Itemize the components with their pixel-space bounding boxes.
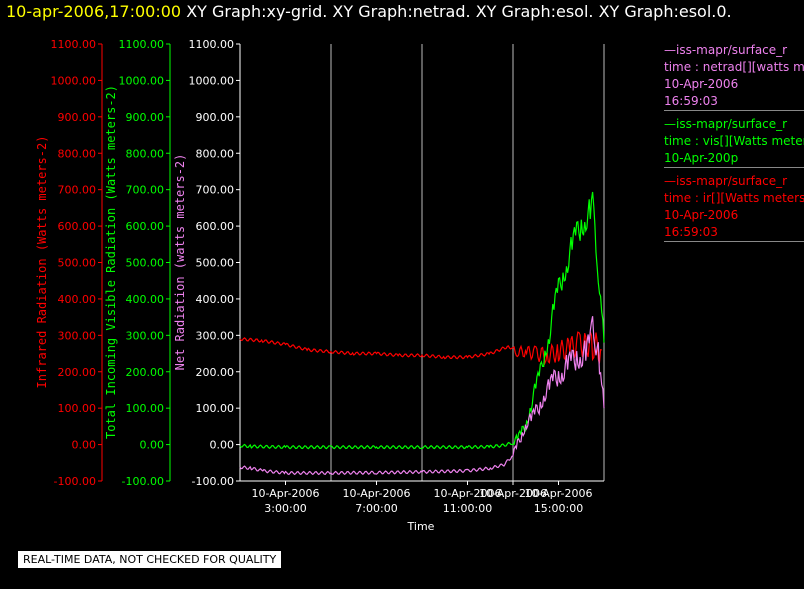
y-axis-title: Net Radiation (watts meters-2)	[173, 154, 187, 371]
y-tick-label: 400.00	[126, 293, 165, 306]
header-bar: 10-apr-2006,17:00:00 XY Graph:xy-grid. X…	[6, 2, 732, 21]
y-tick-label: 600.00	[58, 220, 97, 233]
graph-title-3: XY Graph:esol.	[475, 2, 594, 21]
y-tick-label: 1100.00	[51, 38, 97, 51]
y-tick-label: -100.00	[192, 475, 234, 488]
y-tick-label: 1000.00	[51, 74, 97, 87]
timestamp: 10-apr-2006,17:00:00	[6, 2, 182, 21]
series-vis-line	[239, 191, 605, 450]
x-tick-date: 10-Apr-2006	[433, 487, 501, 500]
y-tick-label: 0.00	[72, 439, 97, 452]
y-tick-label: 100.00	[196, 402, 235, 415]
y-tick-label: 100.00	[58, 402, 97, 415]
y-tick-label: 700.00	[58, 184, 97, 197]
y-tick-label: 600.00	[126, 220, 165, 233]
y-tick-label: 0.00	[140, 439, 165, 452]
y-tick-label: 1100.00	[119, 38, 165, 51]
legend-line: 16:59:03	[664, 225, 718, 239]
graph-title-4: XY Graph:esol.0.	[598, 2, 732, 21]
x-tick-time: 3:00:00	[264, 502, 306, 515]
y-tick-label: 500.00	[196, 257, 235, 270]
y-tick-label: 800.00	[126, 147, 165, 160]
legend-line: —iss-mapr/surface_r	[664, 174, 788, 188]
legend-line: 16:59:03	[664, 94, 718, 108]
y-tick-label: 500.00	[58, 257, 97, 270]
legend-line: —iss-mapr/surface_r	[664, 43, 788, 57]
x-tick-date: 10-Apr-2006	[524, 487, 592, 500]
y-tick-label: 300.00	[196, 329, 235, 342]
quality-notice: REAL-TIME DATA, NOT CHECKED FOR QUALITY	[18, 551, 282, 568]
y-tick-label: -100.00	[122, 475, 164, 488]
x-tick-date: 10-Apr-2006	[479, 487, 547, 500]
y-tick-label: 900.00	[58, 111, 97, 124]
y-tick-label: 0.00	[210, 439, 235, 452]
y-tick-label: 600.00	[196, 220, 235, 233]
y-tick-label: 700.00	[126, 184, 165, 197]
x-tick-time: 11:00:00	[443, 502, 492, 515]
series-netrad-line	[239, 316, 605, 476]
x-tick-time: 15:00:00	[534, 502, 583, 515]
y-tick-label: 200.00	[126, 366, 165, 379]
legend-line: 10-Apr-2006	[664, 77, 739, 91]
y-tick-label: 400.00	[196, 293, 235, 306]
y-axis-title: Total Incoming Visible Radiation (Watts …	[104, 85, 118, 439]
legend-line: 10-Apr-2006	[664, 208, 739, 222]
y-axis-title: Infrared Radiation (Watts meters-2)	[35, 136, 49, 389]
y-tick-label: -100.00	[54, 475, 96, 488]
x-tick-date: 10-Apr-2006	[251, 487, 319, 500]
y-tick-label: 200.00	[58, 366, 97, 379]
legend-line: time : vis[][Watts meter	[664, 134, 804, 148]
x-axis-title: Time	[407, 520, 435, 533]
graph-title-1: XY Graph:xy-grid.	[186, 2, 328, 21]
y-tick-label: 900.00	[126, 111, 165, 124]
y-tick-label: 800.00	[196, 147, 235, 160]
graph-title-2: XY Graph:netrad.	[332, 2, 471, 21]
y-tick-label: 500.00	[126, 257, 165, 270]
y-tick-label: 200.00	[196, 366, 235, 379]
legend-line: 10-Apr-200p	[664, 151, 739, 165]
legend-line: —iss-mapr/surface_r	[664, 117, 788, 131]
x-tick-time: 7:00:00	[355, 502, 397, 515]
y-tick-label: 1100.00	[189, 38, 235, 51]
y-tick-label: 900.00	[196, 111, 235, 124]
legend-line: time : netrad[][watts m	[664, 60, 804, 74]
legend-line: time : ir[][Watts meters	[664, 191, 804, 205]
y-tick-label: 1000.00	[119, 74, 165, 87]
x-tick-date: 10-Apr-2006	[342, 487, 410, 500]
series-ir-line	[239, 331, 602, 366]
y-tick-label: 400.00	[58, 293, 97, 306]
y-tick-label: 800.00	[58, 147, 97, 160]
y-tick-label: 100.00	[126, 402, 165, 415]
y-tick-label: 700.00	[196, 184, 235, 197]
y-tick-label: 1000.00	[189, 74, 235, 87]
y-tick-label: 300.00	[126, 329, 165, 342]
y-tick-label: 300.00	[58, 329, 97, 342]
